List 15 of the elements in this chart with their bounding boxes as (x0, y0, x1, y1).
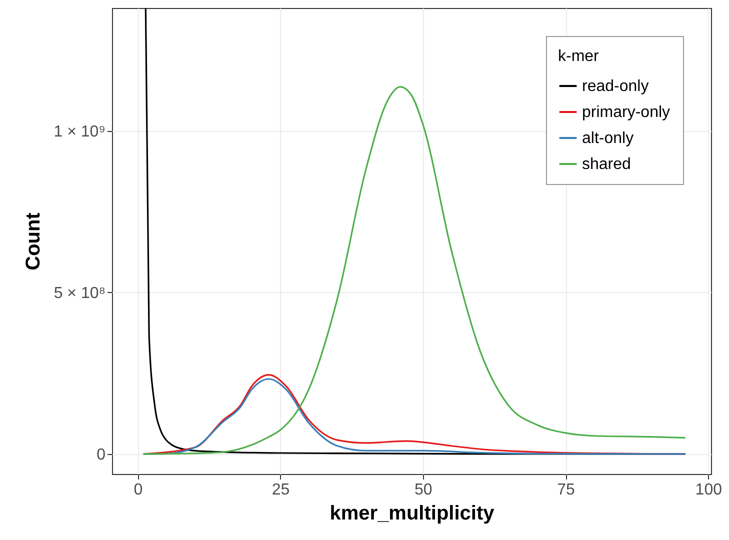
x-tick-label: 0 (134, 482, 143, 498)
legend-title: k-mer (558, 48, 600, 65)
legend-label: primary-only (582, 104, 670, 121)
x-tick-label: 50 (414, 482, 432, 498)
x-axis-title: kmer_multiplicity (330, 502, 496, 524)
legend-label: read-only (582, 78, 649, 95)
x-tick-label: 25 (272, 482, 290, 498)
x-tick-label: 100 (695, 482, 722, 498)
y-tick-label: 1 × 10⁹ (54, 123, 106, 140)
y-axis-title: Count (22, 212, 45, 270)
y-tick-label: 5 × 10⁸ (54, 284, 106, 302)
legend-label: alt-only (582, 130, 634, 147)
y-tick-label: 0 (96, 446, 106, 464)
legend-label: shared (582, 156, 631, 173)
x-tick-label: 75 (557, 482, 576, 498)
